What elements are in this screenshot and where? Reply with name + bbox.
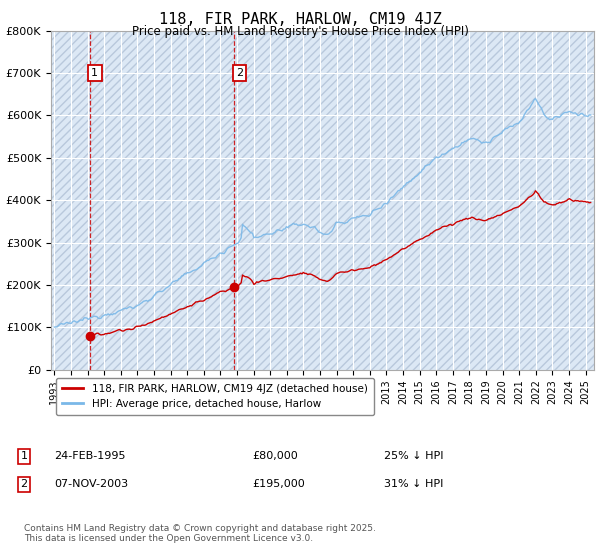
Legend: 118, FIR PARK, HARLOW, CM19 4JZ (detached house), HPI: Average price, detached h: 118, FIR PARK, HARLOW, CM19 4JZ (detache… bbox=[56, 377, 374, 416]
Text: Contains HM Land Registry data © Crown copyright and database right 2025.
This d: Contains HM Land Registry data © Crown c… bbox=[24, 524, 376, 543]
Text: 31% ↓ HPI: 31% ↓ HPI bbox=[384, 479, 443, 489]
Text: £195,000: £195,000 bbox=[252, 479, 305, 489]
Text: 25% ↓ HPI: 25% ↓ HPI bbox=[384, 451, 443, 461]
Text: 118, FIR PARK, HARLOW, CM19 4JZ: 118, FIR PARK, HARLOW, CM19 4JZ bbox=[158, 12, 442, 27]
Text: 2: 2 bbox=[236, 68, 243, 78]
Text: 1: 1 bbox=[91, 68, 98, 78]
Text: 07-NOV-2003: 07-NOV-2003 bbox=[54, 479, 128, 489]
Text: Price paid vs. HM Land Registry's House Price Index (HPI): Price paid vs. HM Land Registry's House … bbox=[131, 25, 469, 38]
Text: £80,000: £80,000 bbox=[252, 451, 298, 461]
Text: 2: 2 bbox=[20, 479, 28, 489]
Text: 1: 1 bbox=[20, 451, 28, 461]
Text: 24-FEB-1995: 24-FEB-1995 bbox=[54, 451, 125, 461]
